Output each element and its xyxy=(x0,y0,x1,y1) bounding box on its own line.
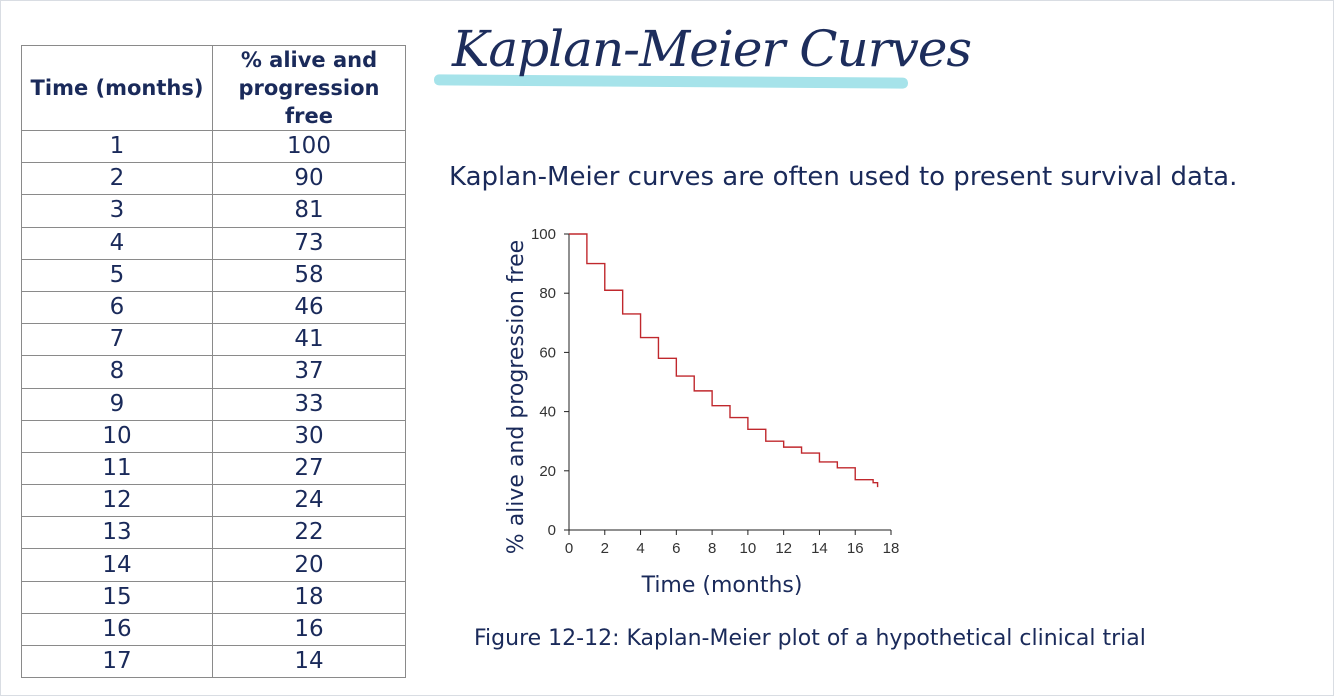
table-row: 16 16 xyxy=(21,612,406,647)
table-cell-percent: 20 xyxy=(212,548,406,582)
y-tick-label: 40 xyxy=(539,404,556,421)
x-tick-label: 10 xyxy=(740,540,757,557)
y-tick-label: 0 xyxy=(548,522,556,539)
table-row: 6 46 xyxy=(21,290,406,325)
y-tick-label: 80 xyxy=(539,285,556,302)
table-cell-percent: 81 xyxy=(212,194,406,228)
table-cell-percent: 73 xyxy=(212,226,406,260)
x-tick-label: 12 xyxy=(775,540,792,557)
table-row: 14 20 xyxy=(21,548,406,582)
x-tick-label: 6 xyxy=(672,540,680,557)
figure-caption: Figure 12-12: Kaplan-Meier plot of a hyp… xyxy=(474,626,1146,651)
table-cell-time: 11 xyxy=(21,451,213,486)
table-cell-percent: 14 xyxy=(212,644,406,679)
table-header-row: Time (months) % alive and progression fr… xyxy=(21,45,406,131)
table-cell-time: 8 xyxy=(21,355,213,389)
table-cell-time: 1 xyxy=(21,129,213,164)
table-cell-time: 15 xyxy=(21,580,213,614)
table-row: 3 81 xyxy=(21,194,406,228)
table-cell-time: 10 xyxy=(21,419,213,453)
x-tick-label: 2 xyxy=(601,540,609,557)
table-row: 11 27 xyxy=(21,451,406,486)
y-tick-label: 100 xyxy=(531,226,556,243)
table-cell-time: 7 xyxy=(21,323,213,357)
table-cell-time: 5 xyxy=(21,258,213,292)
x-tick-label: 8 xyxy=(708,540,716,557)
table-cell-time: 13 xyxy=(21,516,213,550)
table-cell-percent: 58 xyxy=(212,258,406,292)
table-cell-time: 2 xyxy=(21,162,213,196)
table-cell-percent: 18 xyxy=(212,580,406,614)
y-axis-label: % alive and progression free xyxy=(504,240,529,554)
x-tick-label: 0 xyxy=(565,540,573,557)
table-row: 15 18 xyxy=(21,580,406,614)
table-cell-percent: 24 xyxy=(212,484,406,518)
table-row: 10 30 xyxy=(21,419,406,453)
table-row: 13 22 xyxy=(21,516,406,550)
table-row: 4 73 xyxy=(21,226,406,260)
table-cell-time: 6 xyxy=(21,290,213,325)
table-header-percent: % alive and progression free xyxy=(212,45,406,131)
table-row: 12 24 xyxy=(21,484,406,518)
table-cell-time: 14 xyxy=(21,548,213,582)
table-row: 17 14 xyxy=(21,644,406,679)
table-row: 5 58 xyxy=(21,258,406,292)
page-title: Kaplan-Meier Curves xyxy=(452,20,972,78)
survival-step-line xyxy=(569,233,879,488)
y-tick-label: 20 xyxy=(539,463,556,480)
x-tick-label: 18 xyxy=(883,540,900,557)
table-cell-time: 3 xyxy=(21,194,213,228)
table-row: 8 37 xyxy=(21,355,406,389)
table-cell-percent: 37 xyxy=(212,355,406,389)
table-cell-percent: 16 xyxy=(212,612,406,647)
kaplan-meier-chart: 0 2 4 6 8 10 12 14 16 18 0 20 40 60 80 100 Time (months)… xyxy=(504,226,900,598)
table-cell-time: 16 xyxy=(21,612,213,647)
table-cell-percent: 100 xyxy=(212,129,406,164)
table-row: 9 33 xyxy=(21,387,406,421)
table-row: 2 90 xyxy=(21,162,406,196)
table-cell-percent: 27 xyxy=(212,451,406,486)
x-tick-label: 16 xyxy=(847,540,864,557)
table-cell-percent: 90 xyxy=(212,162,406,196)
table-cell-percent: 41 xyxy=(212,323,406,357)
table-body: 1 100 2 90 3 81 4 73 5 58 6 46 7 41 8 37 9 33 10 30 11 27 12 24… xyxy=(21,129,406,679)
x-axis-label: Time (months) xyxy=(641,573,803,598)
table-cell-percent: 46 xyxy=(212,290,406,325)
table-row: 7 41 xyxy=(21,323,406,357)
table-cell-time: 4 xyxy=(21,226,213,260)
subtitle: Kaplan-Meier curves are often used to pr… xyxy=(449,162,1238,192)
table-cell-time: 17 xyxy=(21,644,213,679)
table-cell-percent: 22 xyxy=(212,516,406,550)
table-header-time: Time (months) xyxy=(21,45,213,131)
x-tick-label: 4 xyxy=(636,540,644,557)
table-row: 1 100 xyxy=(21,129,406,164)
table-cell-time: 12 xyxy=(21,484,213,518)
table-cell-percent: 33 xyxy=(212,387,406,421)
x-tick-label: 14 xyxy=(811,540,828,557)
y-tick-label: 60 xyxy=(539,344,556,361)
survival-table: Time (months) % alive and progression fr… xyxy=(21,45,406,679)
table-cell-percent: 30 xyxy=(212,419,406,453)
table-cell-time: 9 xyxy=(21,387,213,421)
title-block: Kaplan-Meier Curves xyxy=(432,14,972,104)
